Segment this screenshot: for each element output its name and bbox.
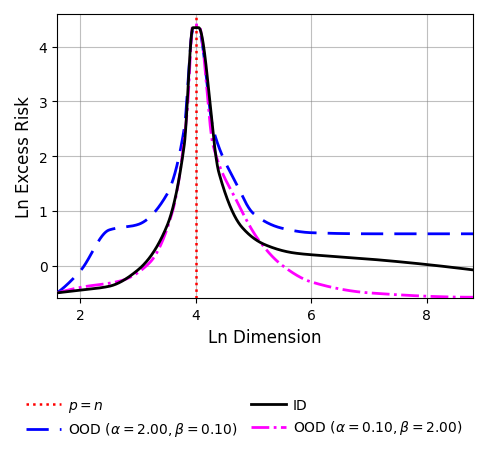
Legend: $p = n$, OOD ($\alpha = 2.00, \beta = 0.10$), ID, OOD ($\alpha = 0.10, \beta = 2: $p = n$, OOD ($\alpha = 2.00, \beta = 0.… xyxy=(20,392,468,444)
X-axis label: Ln Dimension: Ln Dimension xyxy=(208,328,322,346)
Y-axis label: Ln Excess Risk: Ln Excess Risk xyxy=(15,96,33,218)
